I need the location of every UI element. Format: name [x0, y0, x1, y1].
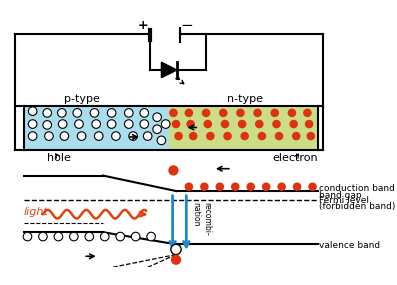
Circle shape [204, 120, 212, 128]
Circle shape [162, 120, 170, 128]
Circle shape [272, 120, 281, 128]
Circle shape [77, 132, 86, 141]
Circle shape [100, 232, 109, 241]
Text: p-type: p-type [64, 94, 100, 104]
Circle shape [247, 182, 255, 191]
Circle shape [221, 120, 229, 128]
Circle shape [238, 120, 247, 128]
Circle shape [58, 109, 66, 117]
Circle shape [107, 109, 116, 117]
Circle shape [69, 232, 78, 241]
Circle shape [157, 136, 166, 145]
Circle shape [94, 132, 103, 141]
Circle shape [270, 109, 279, 117]
Circle shape [231, 182, 239, 191]
Circle shape [140, 120, 148, 128]
Circle shape [125, 120, 133, 128]
Circle shape [185, 109, 193, 117]
Circle shape [129, 132, 137, 141]
Circle shape [288, 109, 296, 117]
Circle shape [112, 132, 120, 141]
Circle shape [253, 109, 262, 117]
Circle shape [39, 232, 47, 241]
Circle shape [293, 182, 301, 191]
Circle shape [174, 132, 183, 141]
Circle shape [107, 120, 116, 128]
Circle shape [153, 113, 162, 121]
Circle shape [60, 132, 69, 141]
Circle shape [90, 109, 99, 117]
Circle shape [289, 120, 298, 128]
Circle shape [262, 182, 270, 191]
Circle shape [44, 132, 53, 141]
Circle shape [43, 109, 52, 117]
Text: recombi-
nation: recombi- nation [191, 201, 211, 235]
Circle shape [275, 132, 283, 141]
Text: n-type: n-type [227, 94, 263, 104]
Circle shape [92, 120, 100, 128]
Text: conduction band: conduction band [320, 184, 395, 193]
Circle shape [171, 255, 181, 265]
Circle shape [223, 132, 232, 141]
Text: Fermi level: Fermi level [320, 196, 369, 205]
Circle shape [147, 232, 155, 241]
Bar [169, 106, 318, 150]
Text: −: − [181, 18, 194, 33]
Bar [24, 106, 169, 150]
Circle shape [216, 182, 224, 191]
Circle shape [202, 109, 210, 117]
Circle shape [28, 132, 37, 141]
Circle shape [116, 232, 125, 241]
Text: light: light [24, 207, 49, 217]
Circle shape [278, 182, 286, 191]
Circle shape [168, 165, 179, 176]
Circle shape [305, 120, 313, 128]
Circle shape [185, 182, 193, 191]
Circle shape [171, 244, 181, 255]
Circle shape [28, 107, 37, 115]
Text: +: + [138, 19, 149, 32]
Circle shape [306, 132, 315, 141]
Circle shape [153, 125, 162, 133]
Circle shape [200, 182, 209, 191]
Circle shape [140, 109, 148, 117]
Circle shape [23, 232, 32, 241]
Circle shape [28, 120, 37, 128]
Circle shape [186, 120, 195, 128]
Circle shape [169, 109, 178, 117]
Circle shape [54, 232, 63, 241]
Circle shape [58, 120, 67, 128]
Text: electron: electron [272, 153, 318, 163]
Circle shape [43, 121, 52, 129]
Circle shape [308, 182, 317, 191]
Text: valence band: valence band [320, 241, 381, 251]
Circle shape [236, 109, 245, 117]
Text: hole: hole [47, 153, 71, 163]
Circle shape [172, 120, 180, 128]
Circle shape [143, 132, 152, 141]
Circle shape [219, 109, 227, 117]
Circle shape [85, 232, 94, 241]
Circle shape [131, 232, 140, 241]
Circle shape [125, 109, 133, 117]
Circle shape [241, 132, 249, 141]
Circle shape [73, 109, 81, 117]
Polygon shape [162, 62, 177, 78]
Circle shape [258, 132, 266, 141]
Circle shape [189, 132, 197, 141]
Circle shape [303, 109, 312, 117]
Circle shape [292, 132, 301, 141]
Circle shape [255, 120, 264, 128]
Text: band gap
(forbidden band): band gap (forbidden band) [320, 191, 396, 211]
Circle shape [206, 132, 215, 141]
Circle shape [75, 120, 83, 128]
